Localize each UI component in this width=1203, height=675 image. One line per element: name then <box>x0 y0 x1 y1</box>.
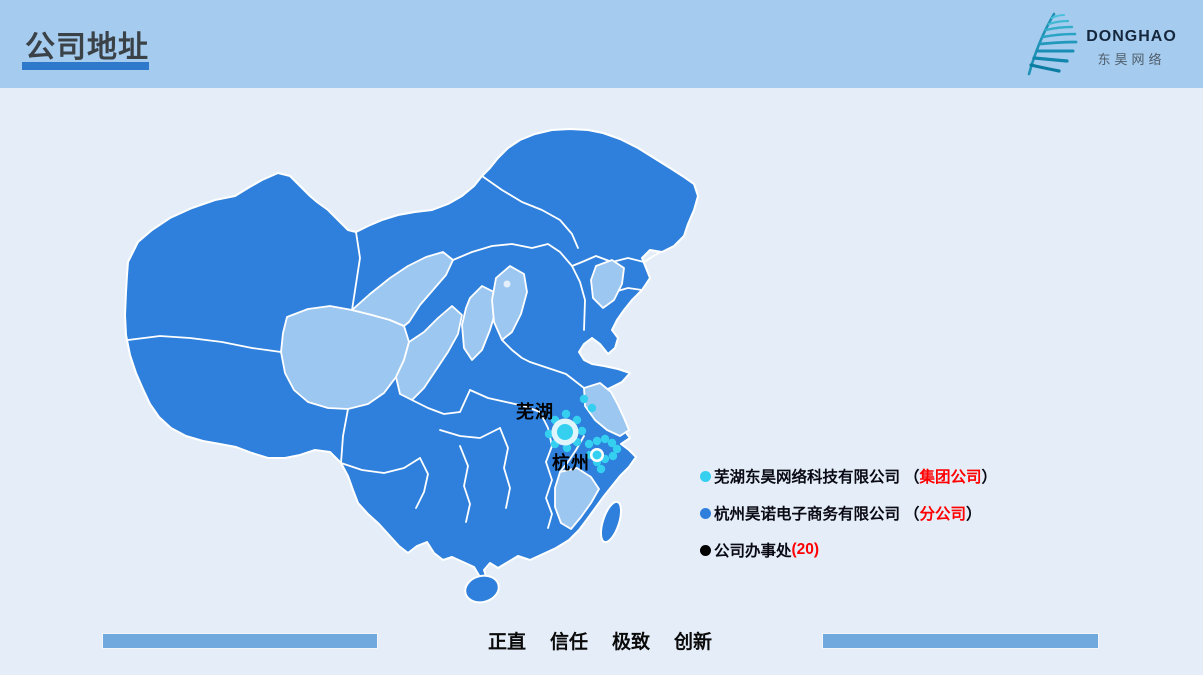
province-hebei <box>491 265 528 341</box>
legend-company-name: 芜湖东昊网络科技有限公司 <box>714 469 901 486</box>
legend-item-branch-company: 杭州昊诺电子商务有限公司 （分公司） <box>700 503 1030 523</box>
province-shanxi <box>461 285 497 361</box>
office-dot <box>596 464 606 474</box>
map-label-wuhu: 芜湖 <box>516 402 554 422</box>
feather-logo-icon <box>1027 12 1078 76</box>
office-dot <box>607 438 617 448</box>
company-logo: DONGHAO 东昊网络 <box>1017 4 1187 84</box>
legend-bullet-black <box>700 544 711 556</box>
legend-company-name: 杭州昊诺电子商务有限公司 <box>714 506 901 523</box>
footer-bar-right <box>823 634 1098 648</box>
province-fujian <box>554 467 600 530</box>
company-markers <box>551 418 604 462</box>
footer-bar-left <box>103 634 377 648</box>
province-shaanxi <box>395 305 463 401</box>
office-dot <box>608 451 618 461</box>
island-hainan <box>464 574 500 604</box>
legend-qualifier: 集团公司 <box>919 469 982 486</box>
highlight-provinces <box>280 251 630 530</box>
island-taiwan <box>599 500 623 544</box>
office-dot <box>587 403 597 413</box>
legend: 芜湖东昊网络科技有限公司 （集团公司） 杭州昊诺电子商务有限公司 （分公司） 公… <box>700 466 1030 577</box>
office-dot <box>544 429 554 439</box>
office-dot <box>579 394 589 404</box>
company-motto: 正直 信任 极致 创新 <box>377 630 823 656</box>
motto-word: 极致 <box>612 632 651 653</box>
branch-marker <box>592 450 602 460</box>
legend-office-count: (20) <box>791 541 820 558</box>
legend-qualifier: 分公司 <box>919 506 967 523</box>
legend-item-group-company: 芜湖东昊网络科技有限公司 （集团公司） <box>700 466 1030 486</box>
page-title: 公司地址 <box>25 31 149 64</box>
motto-word: 正直 <box>487 632 526 653</box>
office-dot <box>592 436 602 446</box>
legend-bullet-cyan <box>700 470 711 482</box>
title-underline <box>22 62 149 70</box>
province-liaoning <box>590 259 625 309</box>
legend-item-offices: 公司办事处 (20) <box>700 540 1030 560</box>
motto-word: 创新 <box>674 632 713 653</box>
office-dot <box>584 439 594 449</box>
office-dot <box>600 434 610 444</box>
motto-word: 信任 <box>549 632 588 653</box>
logo-wordmark: DONGHAO <box>1086 28 1177 45</box>
province-gansu <box>351 251 454 327</box>
office-dot <box>562 443 572 453</box>
legend-bullet-blue <box>700 507 711 519</box>
beijing-spot <box>503 280 511 288</box>
legend-office-label: 公司办事处 <box>714 543 792 560</box>
hq-marker <box>557 424 573 440</box>
map-label-hangzhou: 杭州 <box>552 453 590 473</box>
office-dot <box>561 409 571 419</box>
logo-subtitle: 东昊网络 <box>1097 52 1166 67</box>
office-dot <box>572 415 582 425</box>
province-jiangsu <box>583 382 630 437</box>
office-dot <box>577 426 587 436</box>
office-dot <box>612 444 622 454</box>
header-band: 公司地址 DONGHAO 东昊网络 <box>0 0 1203 88</box>
